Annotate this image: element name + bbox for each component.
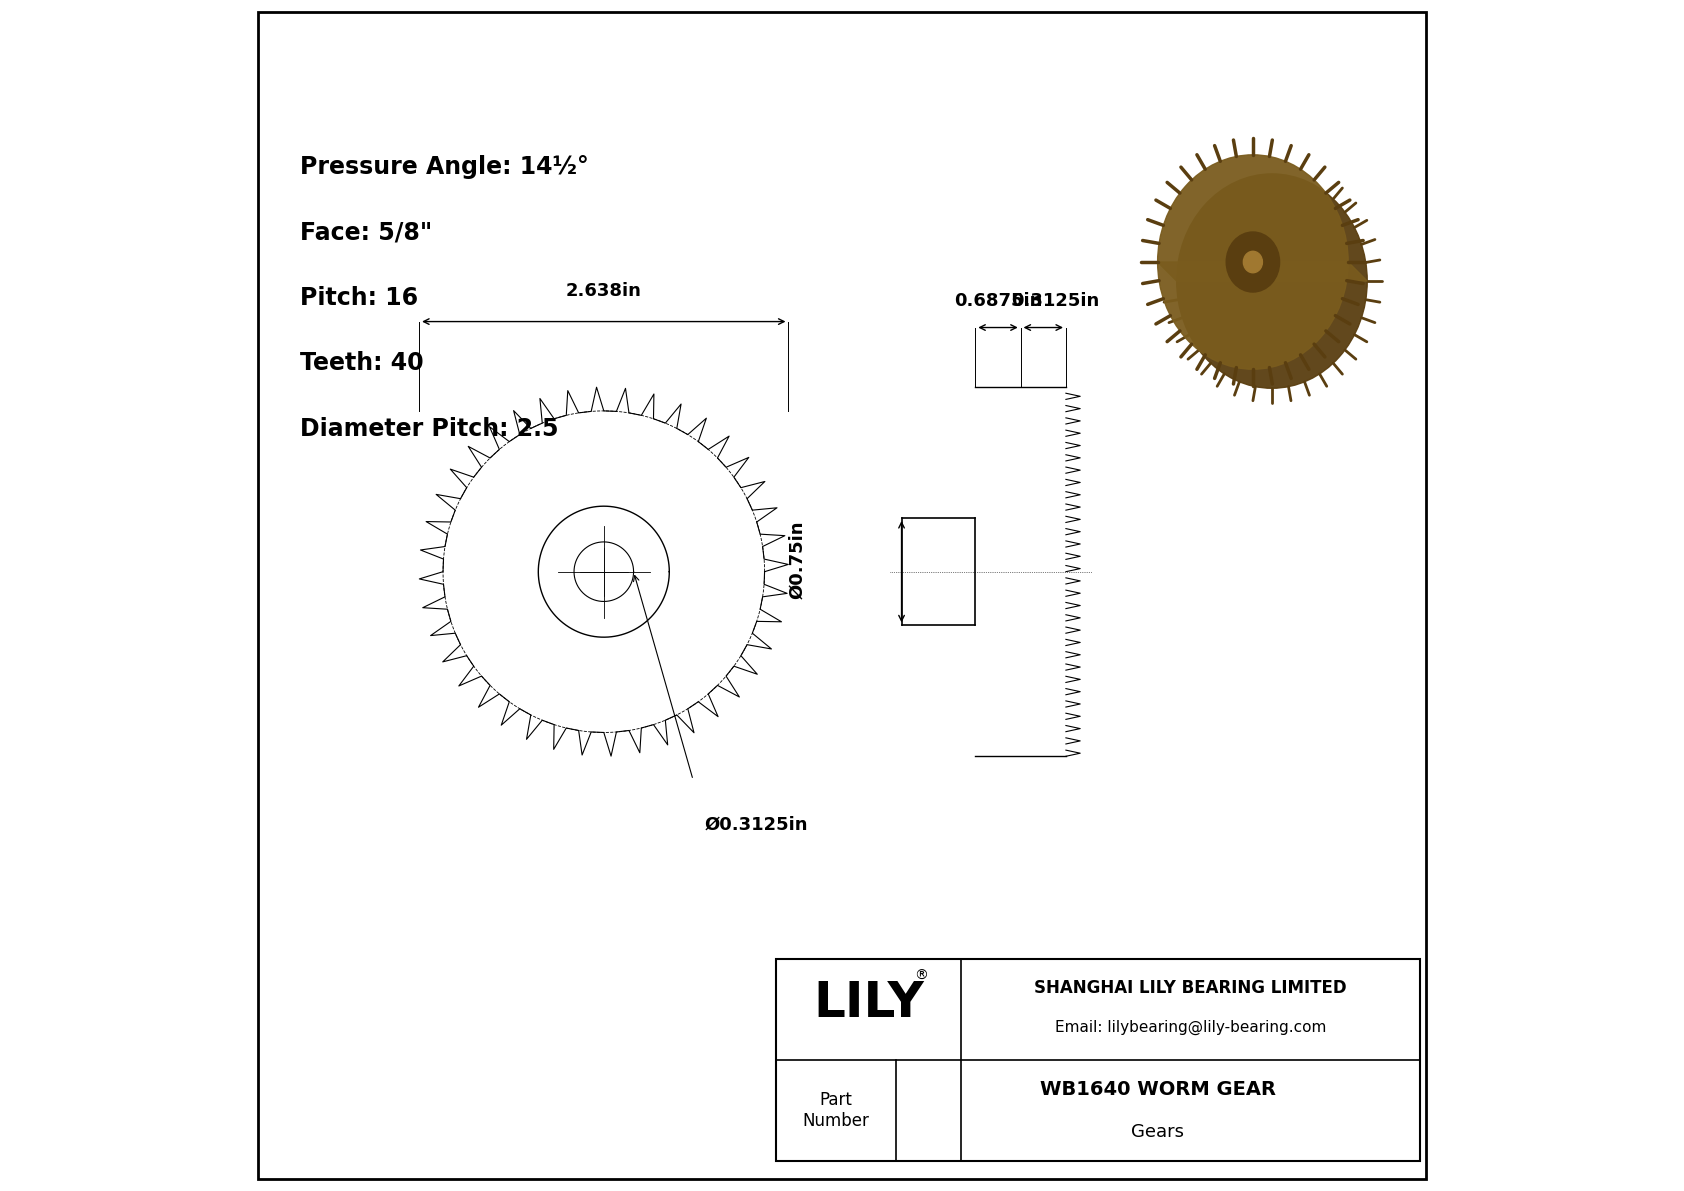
Ellipse shape: [1157, 155, 1349, 369]
Text: WB1640 WORM GEAR: WB1640 WORM GEAR: [1039, 1080, 1275, 1098]
Text: Part
Number: Part Number: [803, 1091, 869, 1130]
Text: ®: ®: [914, 969, 928, 983]
Text: Ø0.75in: Ø0.75in: [788, 520, 807, 599]
Text: Gears: Gears: [1132, 1123, 1184, 1141]
Text: LILY: LILY: [813, 979, 925, 1028]
Text: Face: 5/8": Face: 5/8": [300, 220, 433, 244]
Text: 0.3125in: 0.3125in: [1010, 292, 1100, 310]
Bar: [776, 959, 1420, 1161]
Text: 0.6875in: 0.6875in: [953, 292, 1042, 310]
Text: 2.638in: 2.638in: [566, 282, 642, 300]
Text: Teeth: 40: Teeth: 40: [300, 351, 424, 375]
Text: Ø0.3125in: Ø0.3125in: [706, 816, 808, 834]
Ellipse shape: [1243, 251, 1263, 273]
Text: Pressure Angle: 14½°: Pressure Angle: 14½°: [300, 155, 589, 179]
Text: Pitch: 16: Pitch: 16: [300, 286, 418, 310]
Text: SHANGHAI LILY BEARING LIMITED: SHANGHAI LILY BEARING LIMITED: [1034, 979, 1347, 997]
Text: Diameter Pitch: 2.5: Diameter Pitch: 2.5: [300, 417, 559, 441]
Text: Email: lilybearing@lily-bearing.com: Email: lilybearing@lily-bearing.com: [1054, 1019, 1325, 1035]
Polygon shape: [1157, 262, 1367, 281]
Ellipse shape: [1177, 174, 1367, 388]
Ellipse shape: [1226, 232, 1280, 292]
